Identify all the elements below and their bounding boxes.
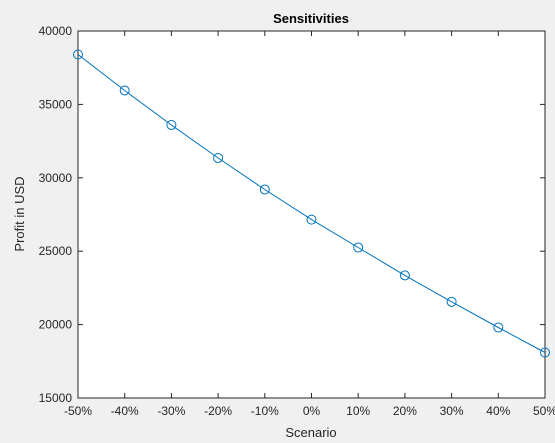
series-line	[77, 54, 546, 353]
x-tick-label: 50%	[533, 404, 555, 418]
data-point	[213, 152, 224, 163]
x-tick-label: -50%	[64, 404, 92, 418]
data-point	[446, 296, 457, 307]
x-axis-ticks: -50% -40% -30% -20% -10% 0% 10% 20% 30% 40% 50%	[64, 31, 555, 418]
x-axis-label: Scenario	[285, 425, 336, 440]
x-tick-label: 10%	[346, 404, 370, 418]
y-tick-label: 35000	[39, 97, 73, 111]
x-tick-label: -20%	[204, 404, 232, 418]
y-tick-label: 40000	[39, 24, 73, 38]
data-point	[399, 270, 410, 281]
y-tick-label: 20000	[39, 318, 73, 332]
y-tick-label: 15000	[39, 391, 73, 405]
x-tick-label: 30%	[440, 404, 464, 418]
data-point	[259, 184, 270, 195]
data-point	[306, 214, 317, 225]
y-axis-ticks: 15000 20000 25000 30000 35000 40000	[39, 24, 545, 405]
x-tick-label: 20%	[393, 404, 417, 418]
plot-area	[77, 30, 546, 399]
data-point	[73, 49, 83, 60]
data-point	[166, 119, 177, 130]
y-axis-label: Profit in USD	[12, 176, 27, 251]
data-markers	[73, 49, 550, 358]
data-point	[540, 347, 550, 358]
chart-title: Sensitivities	[273, 11, 349, 26]
data-point	[119, 85, 130, 96]
x-tick-label: -30%	[157, 404, 185, 418]
x-tick-label: 40%	[486, 404, 510, 418]
y-tick-label: 25000	[39, 244, 73, 258]
data-point	[493, 322, 504, 333]
data-point	[353, 242, 364, 253]
y-tick-label: 30000	[39, 171, 73, 185]
x-tick-label: -10%	[251, 404, 279, 418]
x-tick-label: 0%	[303, 404, 321, 418]
x-tick-label: -40%	[111, 404, 139, 418]
